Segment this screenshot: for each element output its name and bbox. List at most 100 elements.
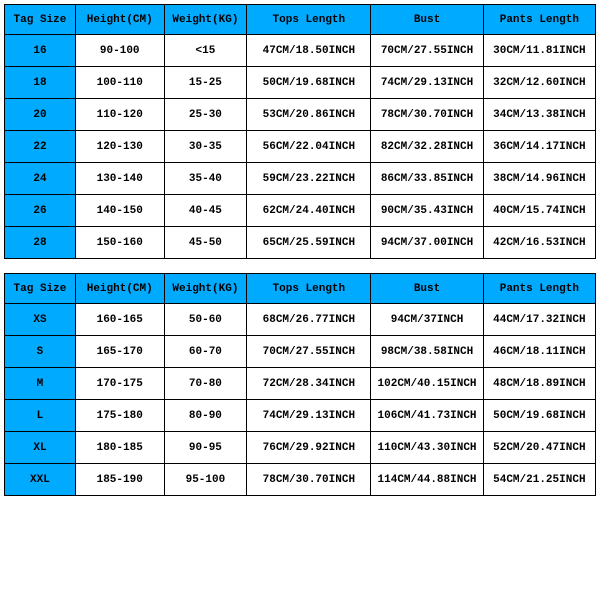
data-cell: 78CM/30.70INCH (247, 464, 371, 496)
data-cell: 95-100 (164, 464, 247, 496)
tag-size-cell: M (5, 368, 76, 400)
data-cell: 53CM/20.86INCH (247, 99, 371, 131)
table-body-kids: 1690-100<1547CM/18.50INCH70CM/27.55INCH3… (5, 35, 596, 259)
col-tag-size: Tag Size (5, 274, 76, 304)
col-weight: Weight(KG) (164, 274, 247, 304)
data-cell: 94CM/37INCH (371, 304, 483, 336)
tag-size-cell: XS (5, 304, 76, 336)
data-cell: 185-190 (75, 464, 164, 496)
data-cell: 34CM/13.38INCH (483, 99, 595, 131)
data-cell: 50-60 (164, 304, 247, 336)
data-cell: 140-150 (75, 195, 164, 227)
data-cell: 102CM/40.15INCH (371, 368, 483, 400)
data-cell: 40-45 (164, 195, 247, 227)
data-cell: 180-185 (75, 432, 164, 464)
data-cell: 170-175 (75, 368, 164, 400)
data-cell: 94CM/37.00INCH (371, 227, 483, 259)
table-row: 28150-16045-5065CM/25.59INCH94CM/37.00IN… (5, 227, 596, 259)
data-cell: 47CM/18.50INCH (247, 35, 371, 67)
header-row: Tag Size Height(CM) Weight(KG) Tops Leng… (5, 5, 596, 35)
data-cell: 40CM/15.74INCH (483, 195, 595, 227)
data-cell: 35-40 (164, 163, 247, 195)
data-cell: 110CM/43.30INCH (371, 432, 483, 464)
data-cell: 76CM/29.92INCH (247, 432, 371, 464)
data-cell: 114CM/44.88INCH (371, 464, 483, 496)
data-cell: 52CM/20.47INCH (483, 432, 595, 464)
data-cell: 80-90 (164, 400, 247, 432)
table-row: M170-17570-8072CM/28.34INCH102CM/40.15IN… (5, 368, 596, 400)
tag-size-cell: 18 (5, 67, 76, 99)
table-row: XL180-18590-9576CM/29.92INCH110CM/43.30I… (5, 432, 596, 464)
table-row: XXL185-19095-10078CM/30.70INCH114CM/44.8… (5, 464, 596, 496)
data-cell: 120-130 (75, 131, 164, 163)
data-cell: <15 (164, 35, 247, 67)
tag-size-cell: XXL (5, 464, 76, 496)
table-row: 1690-100<1547CM/18.50INCH70CM/27.55INCH3… (5, 35, 596, 67)
table-row: S165-17060-7070CM/27.55INCH98CM/38.58INC… (5, 336, 596, 368)
data-cell: 106CM/41.73INCH (371, 400, 483, 432)
data-cell: 38CM/14.96INCH (483, 163, 595, 195)
tag-size-cell: 22 (5, 131, 76, 163)
table-row: 20110-12025-3053CM/20.86INCH78CM/30.70IN… (5, 99, 596, 131)
col-tag-size: Tag Size (5, 5, 76, 35)
data-cell: 68CM/26.77INCH (247, 304, 371, 336)
table-row: 22120-13030-3556CM/22.04INCH82CM/32.28IN… (5, 131, 596, 163)
data-cell: 30-35 (164, 131, 247, 163)
data-cell: 165-170 (75, 336, 164, 368)
data-cell: 50CM/19.68INCH (483, 400, 595, 432)
data-cell: 90-100 (75, 35, 164, 67)
data-cell: 45-50 (164, 227, 247, 259)
tag-size-cell: XL (5, 432, 76, 464)
col-height: Height(CM) (75, 5, 164, 35)
tag-size-cell: 28 (5, 227, 76, 259)
data-cell: 44CM/17.32INCH (483, 304, 595, 336)
data-cell: 30CM/11.81INCH (483, 35, 595, 67)
data-cell: 65CM/25.59INCH (247, 227, 371, 259)
data-cell: 36CM/14.17INCH (483, 131, 595, 163)
data-cell: 60-70 (164, 336, 247, 368)
col-pants-length: Pants Length (483, 274, 595, 304)
data-cell: 110-120 (75, 99, 164, 131)
table-row: 18100-11015-2550CM/19.68INCH74CM/29.13IN… (5, 67, 596, 99)
data-cell: 15-25 (164, 67, 247, 99)
data-cell: 70CM/27.55INCH (371, 35, 483, 67)
data-cell: 82CM/32.28INCH (371, 131, 483, 163)
col-bust: Bust (371, 274, 483, 304)
table-gap (4, 259, 596, 273)
tag-size-cell: S (5, 336, 76, 368)
data-cell: 25-30 (164, 99, 247, 131)
table-body-adults: XS160-16550-6068CM/26.77INCH94CM/37INCH4… (5, 304, 596, 496)
table-row: 26140-15040-4562CM/24.40INCH90CM/35.43IN… (5, 195, 596, 227)
size-table-adults: Tag Size Height(CM) Weight(KG) Tops Leng… (4, 273, 596, 496)
data-cell: 59CM/23.22INCH (247, 163, 371, 195)
col-pants-length: Pants Length (483, 5, 595, 35)
table-row: 24130-14035-4059CM/23.22INCH86CM/33.85IN… (5, 163, 596, 195)
col-bust: Bust (371, 5, 483, 35)
tag-size-cell: L (5, 400, 76, 432)
table-row: XS160-16550-6068CM/26.77INCH94CM/37INCH4… (5, 304, 596, 336)
tag-size-cell: 16 (5, 35, 76, 67)
data-cell: 98CM/38.58INCH (371, 336, 483, 368)
header-row: Tag Size Height(CM) Weight(KG) Tops Leng… (5, 274, 596, 304)
data-cell: 130-140 (75, 163, 164, 195)
data-cell: 70-80 (164, 368, 247, 400)
table-row: L175-18080-9074CM/29.13INCH106CM/41.73IN… (5, 400, 596, 432)
size-table-kids: Tag Size Height(CM) Weight(KG) Tops Leng… (4, 4, 596, 259)
data-cell: 72CM/28.34INCH (247, 368, 371, 400)
data-cell: 32CM/12.60INCH (483, 67, 595, 99)
data-cell: 150-160 (75, 227, 164, 259)
data-cell: 90CM/35.43INCH (371, 195, 483, 227)
data-cell: 48CM/18.89INCH (483, 368, 595, 400)
tag-size-cell: 20 (5, 99, 76, 131)
data-cell: 90-95 (164, 432, 247, 464)
tag-size-cell: 24 (5, 163, 76, 195)
data-cell: 100-110 (75, 67, 164, 99)
data-cell: 74CM/29.13INCH (247, 400, 371, 432)
data-cell: 78CM/30.70INCH (371, 99, 483, 131)
data-cell: 56CM/22.04INCH (247, 131, 371, 163)
data-cell: 42CM/16.53INCH (483, 227, 595, 259)
data-cell: 160-165 (75, 304, 164, 336)
data-cell: 54CM/21.25INCH (483, 464, 595, 496)
data-cell: 62CM/24.40INCH (247, 195, 371, 227)
tag-size-cell: 26 (5, 195, 76, 227)
